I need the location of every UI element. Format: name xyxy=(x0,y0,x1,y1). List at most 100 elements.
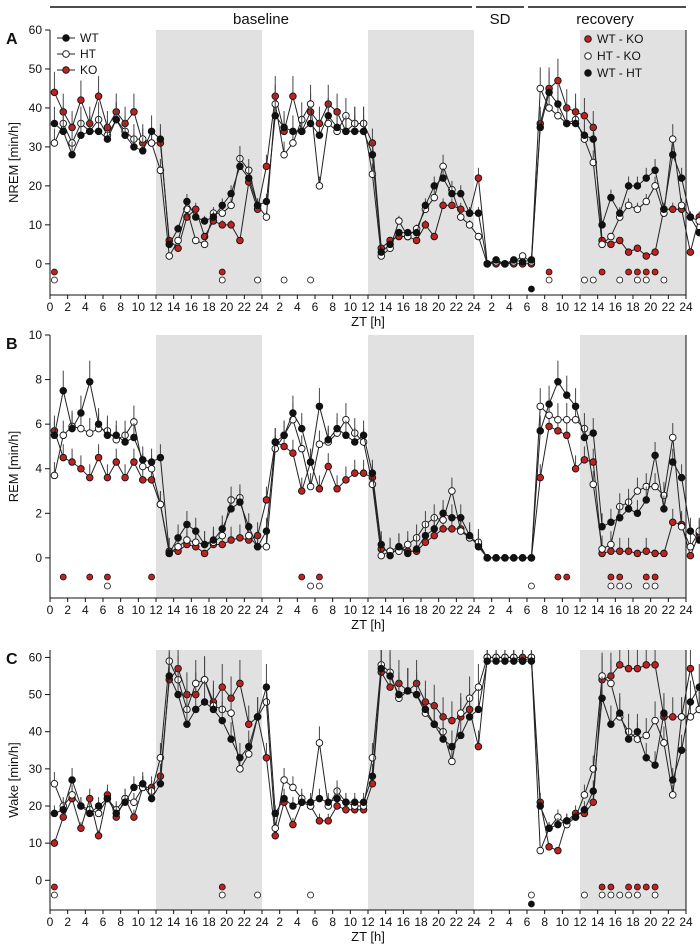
data-point-wt xyxy=(501,260,509,268)
data-point-ht xyxy=(404,540,412,549)
data-point-ko xyxy=(262,753,271,762)
x-tick-label: 18 xyxy=(414,603,428,617)
data-point-wt xyxy=(616,709,624,717)
x-tick-label: 8 xyxy=(329,915,336,929)
data-point-wt xyxy=(77,409,85,417)
x-tick-label: 16 xyxy=(397,603,411,617)
significance-marker-ht xyxy=(598,891,606,899)
data-point-wt xyxy=(669,776,677,784)
x-tick-label: 12 xyxy=(361,915,375,929)
data-point-ht xyxy=(174,542,182,551)
x-tick-label: 4 xyxy=(294,603,301,617)
x-tick-label: 2 xyxy=(64,915,71,929)
x-tick-label: 12 xyxy=(573,603,587,617)
data-point-wt xyxy=(677,746,686,755)
x-axis-title: ZT [h] xyxy=(351,314,385,329)
data-point-wt xyxy=(138,779,147,788)
data-point-wt xyxy=(262,527,271,535)
data-point-wt xyxy=(324,111,333,120)
significance-marker-ht xyxy=(51,891,58,899)
data-point-ko xyxy=(624,664,633,673)
data-point-wt xyxy=(474,209,483,217)
significance-marker-ht xyxy=(607,582,615,590)
dark-phase-2 xyxy=(580,30,686,295)
data-point-ko xyxy=(298,487,306,495)
sig-legend-marker-ko xyxy=(584,35,592,43)
data-point-wt xyxy=(77,131,85,139)
data-point-ko xyxy=(616,236,624,245)
x-tick-label: 4 xyxy=(82,300,89,314)
data-point-wt xyxy=(448,742,456,751)
data-point-ht xyxy=(536,402,545,411)
data-point-wt xyxy=(651,451,659,460)
x-tick-label: 4 xyxy=(294,915,301,929)
data-point-ko xyxy=(289,449,297,457)
data-point-ht xyxy=(165,252,173,260)
significance-marker-ht xyxy=(642,582,650,590)
x-tick-label: 2 xyxy=(64,603,71,617)
data-point-ko xyxy=(227,221,235,229)
data-point-ht xyxy=(660,739,668,747)
x-tick-label: 22 xyxy=(662,915,676,929)
x-tick-label: 14 xyxy=(167,915,181,929)
y-tick-label: 8 xyxy=(35,373,42,387)
data-point-wt xyxy=(253,201,262,210)
data-point-wt xyxy=(359,431,368,440)
significance-marker-ht xyxy=(616,276,624,284)
data-point-ko xyxy=(271,831,280,840)
x-axis-title: ZT [h] xyxy=(351,929,385,944)
x-tick-label: 16 xyxy=(609,603,623,617)
x-tick-label: 16 xyxy=(609,915,623,929)
y-tick-label: 40 xyxy=(29,101,43,115)
x-tick-label: 16 xyxy=(185,915,199,929)
significance-marker-ko xyxy=(598,268,606,276)
data-point-ht xyxy=(183,536,191,544)
data-point-ko xyxy=(412,236,421,245)
data-point-wt xyxy=(589,787,598,795)
data-point-ko xyxy=(624,547,633,555)
y-tick-label: 50 xyxy=(29,62,43,76)
data-point-wt xyxy=(200,217,209,225)
data-point-wt xyxy=(386,551,394,560)
data-point-wt xyxy=(686,213,695,221)
data-point-ko xyxy=(85,473,94,482)
significance-marker-ko xyxy=(598,883,606,891)
data-point-wt xyxy=(448,189,456,198)
significance-marker-ht xyxy=(581,891,588,899)
x-tick-label: 10 xyxy=(344,603,358,617)
data-point-wt xyxy=(271,111,280,120)
x-tick-label: 8 xyxy=(117,300,124,314)
x-tick-label: 18 xyxy=(626,603,640,617)
significance-marker-ko xyxy=(104,573,111,581)
data-point-ht xyxy=(465,221,474,229)
data-point-wt xyxy=(465,209,474,217)
data-point-ko xyxy=(200,549,209,558)
data-point-ht xyxy=(554,111,562,120)
x-tick-label: 0 xyxy=(47,915,54,929)
data-point-ko xyxy=(236,534,244,542)
significance-marker-ht xyxy=(307,582,314,590)
y-axis-title: REM [min/h] xyxy=(6,431,21,503)
data-point-ht xyxy=(156,500,165,509)
data-point-ko xyxy=(430,232,439,241)
data-point-wt xyxy=(236,498,244,506)
data-point-wt xyxy=(156,453,165,462)
sig-legend-marker-wt xyxy=(584,69,592,77)
data-point-wt xyxy=(209,213,218,221)
data-point-ko xyxy=(121,473,129,482)
x-tick-label: 22 xyxy=(238,603,252,617)
data-point-ko xyxy=(607,547,615,555)
data-point-wt xyxy=(651,166,659,175)
data-point-ko xyxy=(262,162,271,171)
y-tick-label: 10 xyxy=(29,328,43,342)
panel-letter: B xyxy=(6,336,18,353)
x-tick-label: 22 xyxy=(238,300,252,314)
data-point-wt xyxy=(218,201,226,210)
data-point-wt xyxy=(421,705,430,714)
panel-letter: C xyxy=(6,651,18,668)
data-point-ht xyxy=(262,213,271,221)
significance-marker-ko xyxy=(607,573,615,581)
data-point-wt xyxy=(589,429,598,437)
significance-marker-ko xyxy=(563,573,571,581)
x-tick-label: 4 xyxy=(506,915,513,929)
